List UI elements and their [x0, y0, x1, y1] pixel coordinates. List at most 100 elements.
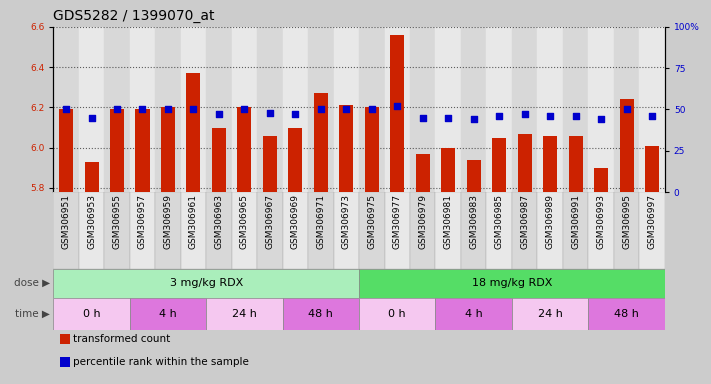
- Text: GSM306959: GSM306959: [164, 194, 173, 249]
- Bar: [359, 192, 385, 269]
- Point: [213, 111, 225, 118]
- Text: GSM306993: GSM306993: [597, 194, 606, 249]
- Bar: [232, 192, 257, 269]
- Text: GSM306975: GSM306975: [368, 194, 376, 249]
- Bar: [563, 27, 589, 192]
- Bar: [492, 137, 506, 192]
- Bar: [512, 298, 589, 330]
- Point: [366, 106, 378, 113]
- Text: GSM306961: GSM306961: [189, 194, 198, 249]
- Bar: [314, 93, 328, 192]
- Bar: [538, 192, 563, 269]
- Bar: [257, 192, 283, 269]
- Bar: [512, 27, 538, 192]
- Text: GSM306979: GSM306979: [418, 194, 427, 249]
- Text: 48 h: 48 h: [309, 309, 333, 319]
- Bar: [435, 192, 461, 269]
- Bar: [333, 27, 359, 192]
- Point: [442, 115, 454, 121]
- Bar: [155, 27, 181, 192]
- Text: 4 h: 4 h: [159, 309, 177, 319]
- Bar: [53, 298, 129, 330]
- Bar: [237, 108, 252, 192]
- Text: GSM306989: GSM306989: [545, 194, 555, 249]
- Bar: [105, 27, 129, 192]
- Point: [570, 113, 582, 119]
- Point: [341, 106, 352, 113]
- Text: 18 mg/kg RDX: 18 mg/kg RDX: [471, 278, 552, 288]
- Text: dose ▶: dose ▶: [14, 278, 50, 288]
- Bar: [589, 27, 614, 192]
- Bar: [186, 73, 201, 192]
- Text: GSM306955: GSM306955: [112, 194, 122, 249]
- Bar: [136, 109, 149, 192]
- Text: GSM306987: GSM306987: [520, 194, 529, 249]
- Bar: [365, 108, 379, 192]
- Bar: [206, 27, 232, 192]
- Bar: [263, 136, 277, 192]
- Bar: [59, 109, 73, 192]
- Bar: [543, 136, 557, 192]
- Point: [392, 103, 403, 109]
- Bar: [79, 192, 105, 269]
- Bar: [359, 269, 665, 298]
- Bar: [486, 192, 512, 269]
- Point: [468, 116, 479, 122]
- Text: 24 h: 24 h: [232, 309, 257, 319]
- Point: [315, 106, 326, 113]
- Bar: [212, 127, 226, 192]
- Bar: [518, 134, 532, 192]
- Point: [239, 106, 250, 113]
- Bar: [129, 27, 155, 192]
- Text: GSM306969: GSM306969: [291, 194, 300, 249]
- Point: [60, 106, 72, 113]
- Bar: [512, 192, 538, 269]
- Bar: [333, 192, 359, 269]
- Bar: [206, 192, 232, 269]
- Text: percentile rank within the sample: percentile rank within the sample: [73, 357, 249, 367]
- Bar: [619, 99, 634, 192]
- Point: [112, 106, 123, 113]
- Text: time ▶: time ▶: [15, 309, 50, 319]
- Point: [595, 116, 606, 122]
- Bar: [53, 192, 79, 269]
- Bar: [461, 192, 486, 269]
- Bar: [569, 136, 582, 192]
- Point: [188, 106, 199, 113]
- Text: GSM306953: GSM306953: [87, 194, 96, 249]
- Point: [289, 111, 301, 118]
- Bar: [639, 192, 665, 269]
- Text: 3 mg/kg RDX: 3 mg/kg RDX: [169, 278, 243, 288]
- Bar: [594, 168, 608, 192]
- Bar: [390, 35, 405, 192]
- Bar: [442, 148, 455, 192]
- Bar: [181, 192, 206, 269]
- Bar: [385, 192, 410, 269]
- Bar: [129, 192, 155, 269]
- Text: GSM306957: GSM306957: [138, 194, 147, 249]
- Bar: [79, 27, 105, 192]
- Point: [86, 115, 97, 121]
- Bar: [129, 298, 206, 330]
- Text: GSM306973: GSM306973: [342, 194, 351, 249]
- Bar: [416, 154, 429, 192]
- Bar: [155, 192, 181, 269]
- Text: GSM306967: GSM306967: [265, 194, 274, 249]
- Text: GSM306971: GSM306971: [316, 194, 326, 249]
- Text: GSM306963: GSM306963: [215, 194, 223, 249]
- Point: [519, 111, 530, 118]
- Text: GSM306977: GSM306977: [392, 194, 402, 249]
- Text: GSM306983: GSM306983: [469, 194, 479, 249]
- Text: 0 h: 0 h: [82, 309, 100, 319]
- Text: 4 h: 4 h: [465, 309, 483, 319]
- Bar: [435, 298, 512, 330]
- Bar: [486, 27, 512, 192]
- Bar: [289, 127, 302, 192]
- Text: 24 h: 24 h: [538, 309, 562, 319]
- Text: GSM306981: GSM306981: [444, 194, 453, 249]
- Bar: [232, 27, 257, 192]
- Text: 0 h: 0 h: [388, 309, 406, 319]
- Text: GSM306991: GSM306991: [571, 194, 580, 249]
- Point: [264, 110, 276, 116]
- Text: GDS5282 / 1399070_at: GDS5282 / 1399070_at: [53, 9, 215, 23]
